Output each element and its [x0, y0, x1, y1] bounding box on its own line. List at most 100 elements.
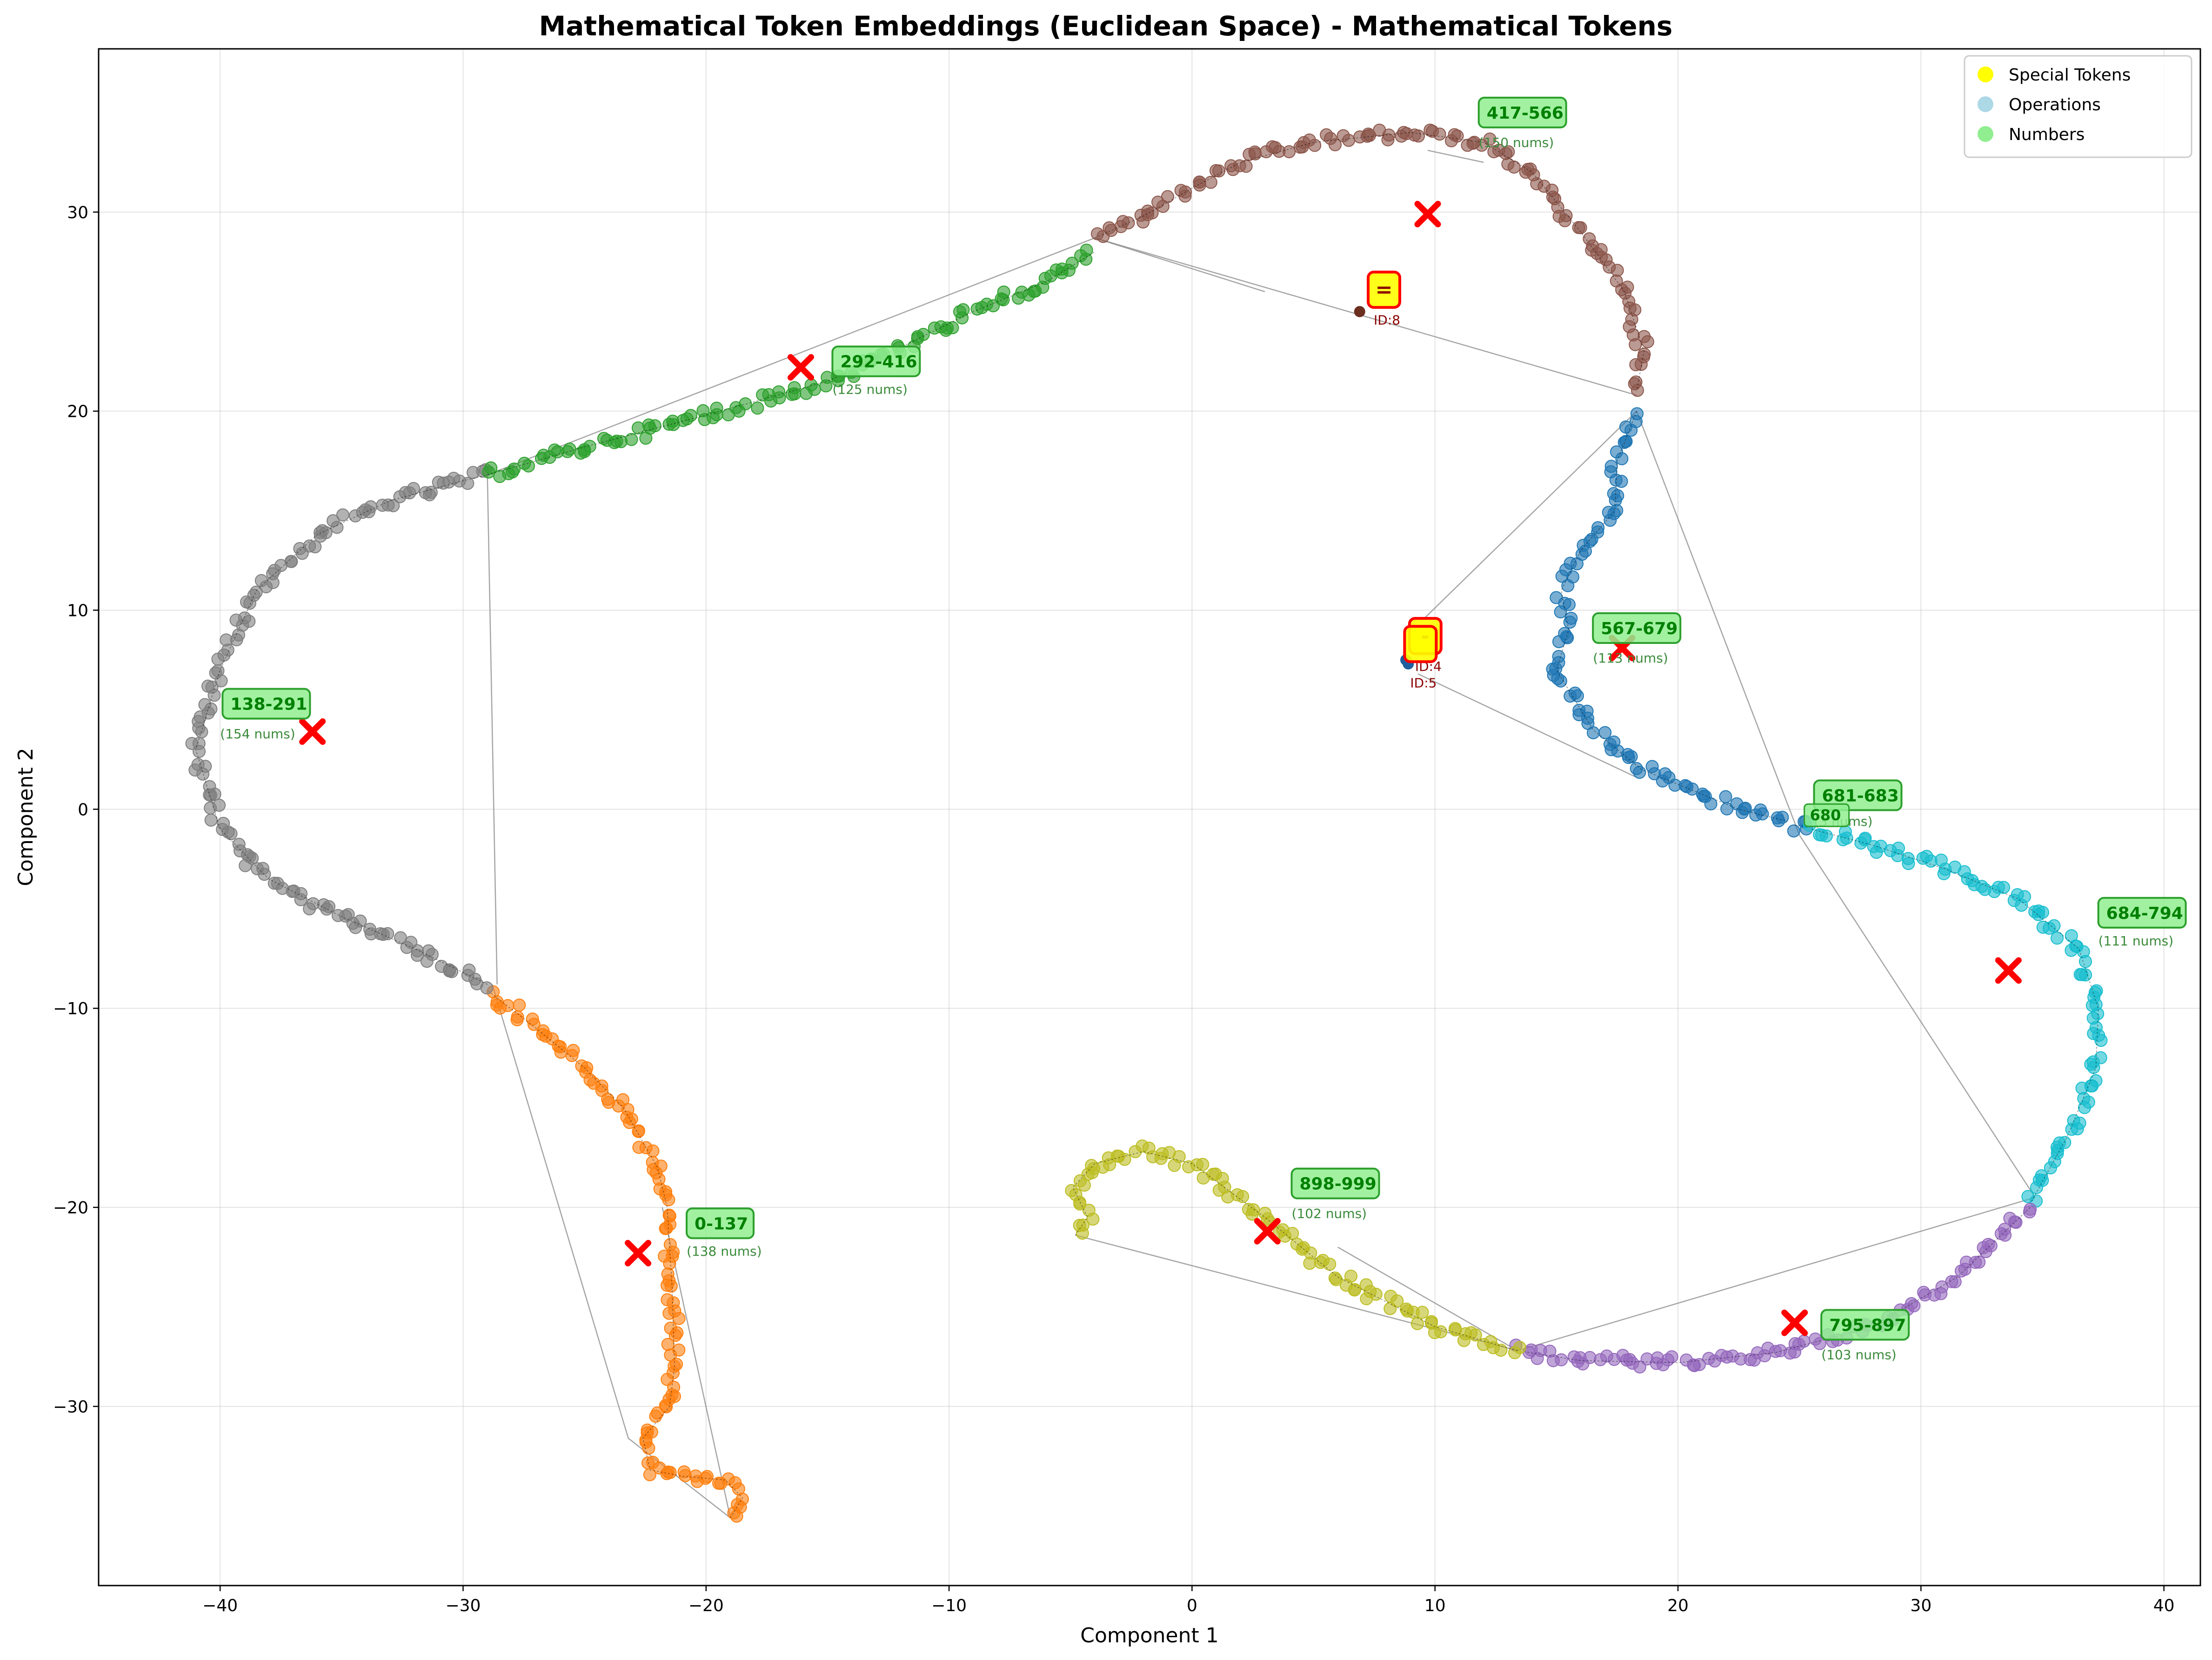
data-point [203, 780, 216, 793]
data-point [672, 1343, 686, 1357]
data-point [1555, 569, 1569, 583]
special-token-id: ID:8 [1374, 313, 1400, 328]
data-point [1308, 139, 1322, 152]
data-point [1719, 790, 1732, 803]
data-point [198, 698, 212, 711]
range-count: (150 nums) [1479, 135, 1554, 150]
data-point [1820, 829, 1833, 843]
data-point [595, 1084, 608, 1097]
data-point [435, 960, 448, 973]
data-point [2051, 931, 2064, 945]
plot-frame [98, 48, 2201, 1586]
data-point [394, 931, 407, 944]
special-token-id: ID:5 [1410, 675, 1437, 690]
range-label: 138-291 [230, 695, 307, 714]
data-point [1955, 1264, 1968, 1278]
data-point [632, 1124, 645, 1138]
range-label: 0-137 [695, 1214, 748, 1233]
data-point [461, 969, 474, 982]
data-point [2094, 1034, 2108, 1047]
data-point [1587, 726, 1600, 739]
data-point [1685, 783, 1699, 796]
data-point [2079, 968, 2092, 982]
data-point [1615, 452, 1629, 465]
data-point [1554, 674, 1567, 688]
data-point [1563, 598, 1576, 611]
data-point [1559, 209, 1573, 222]
data-point [1965, 874, 1979, 887]
data-point [1641, 335, 1654, 348]
centroid-marker [1995, 957, 2022, 984]
range-label-box [1820, 1309, 1910, 1341]
data-point [1594, 1353, 1607, 1366]
data-point [407, 482, 420, 495]
data-point [1591, 521, 1605, 535]
x-tick-label: −20 [688, 1596, 724, 1615]
data-point [308, 540, 322, 554]
x-axis-label: Component 1 [1080, 1624, 1218, 1647]
data-point [284, 555, 298, 568]
trajectory-line [487, 990, 743, 1518]
data-point [997, 285, 1010, 299]
data-point [2044, 1161, 2057, 1175]
centroid-marker [1254, 1218, 1281, 1245]
data-point [1524, 1343, 1538, 1357]
data-point [1328, 1272, 1342, 1285]
data-point [1598, 726, 1612, 739]
range-label-box [2097, 897, 2187, 929]
data-point [2009, 1216, 2023, 1229]
data-point [213, 798, 226, 812]
range-label: 417-566 [1487, 104, 1564, 123]
data-point [1787, 824, 1800, 838]
data-point [684, 409, 697, 422]
data-point [1359, 1278, 1373, 1292]
special-token-dot [1354, 306, 1365, 317]
data-point [2078, 1101, 2091, 1114]
hull-edge [1636, 411, 1800, 836]
data-point [788, 381, 801, 395]
legend-box [1964, 55, 2192, 158]
x-tick-label: 40 [2153, 1596, 2175, 1615]
range-count: (111 nums) [2098, 933, 2174, 949]
data-point [1622, 751, 1635, 764]
data-point [1902, 857, 1915, 870]
data-point [739, 397, 752, 410]
data-point [1772, 814, 1785, 828]
data-point [648, 419, 662, 433]
data-point [1196, 1171, 1210, 1185]
range-count: (125 nums) [832, 382, 908, 397]
data-point [1433, 127, 1446, 141]
data-point [946, 321, 959, 335]
data-point [1702, 1352, 1716, 1365]
data-point [424, 486, 438, 499]
hull-edge [1427, 149, 1484, 163]
centroid-marker [1414, 201, 1441, 228]
data-point [249, 585, 263, 599]
data-point [2047, 919, 2061, 932]
data-point [916, 328, 930, 341]
data-point [232, 837, 246, 851]
range-label-box [1290, 1167, 1380, 1199]
data-point [1572, 221, 1585, 234]
data-point [2015, 898, 2028, 912]
y-axis-label: Component 2 [14, 748, 38, 886]
legend: Special Tokens Operations Numbers [1964, 55, 2192, 158]
data-point [1329, 138, 1342, 152]
data-point [616, 1093, 629, 1106]
data-point [422, 944, 435, 957]
data-point [1339, 1278, 1353, 1292]
data-point [1065, 256, 1079, 270]
hull-edge [1337, 1246, 1518, 1352]
data-point [1449, 1323, 1462, 1337]
range-label: 898-999 [1300, 1175, 1377, 1194]
data-point [1400, 1302, 1413, 1316]
data-point [1617, 436, 1631, 449]
data-point [400, 941, 414, 954]
data-point [1425, 1315, 1438, 1328]
data-point [714, 1477, 728, 1490]
data-point [238, 611, 251, 625]
data-point [661, 1293, 674, 1306]
y-tick-label: 30 [67, 203, 88, 222]
centroid-markers [299, 201, 2022, 1336]
data-point [1507, 161, 1521, 174]
